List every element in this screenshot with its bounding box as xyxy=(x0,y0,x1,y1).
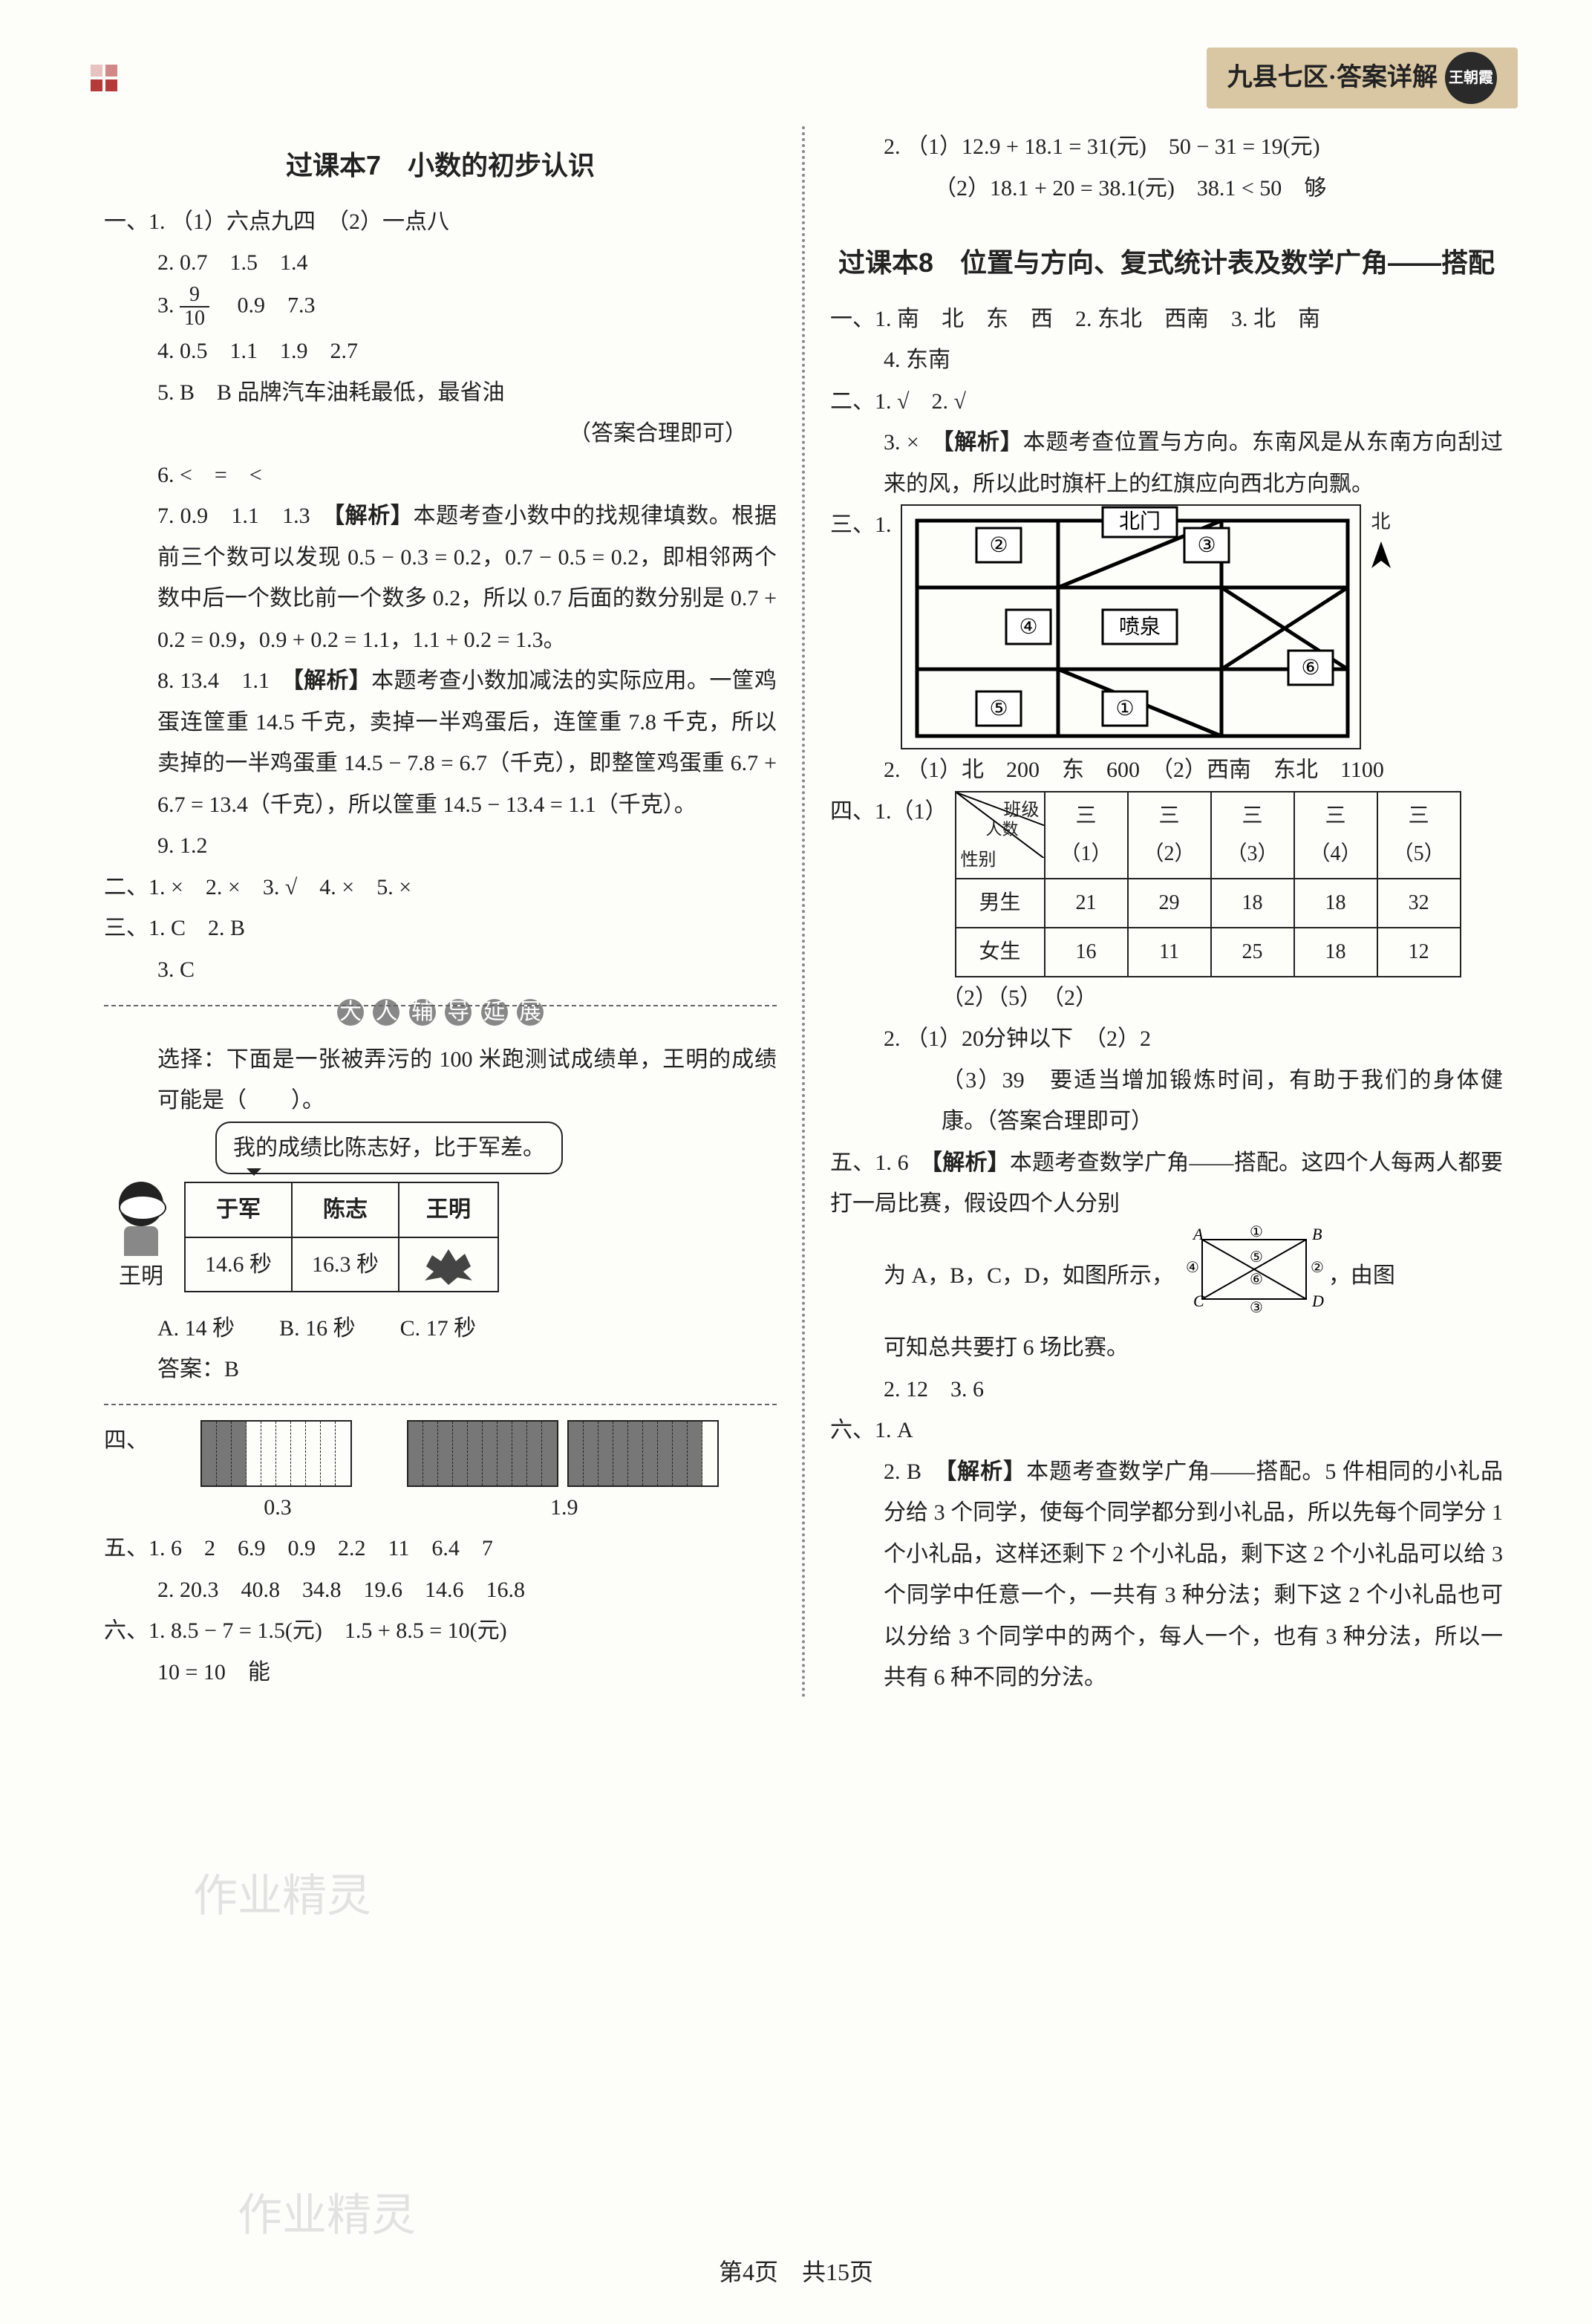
svg-text:②: ② xyxy=(989,534,1008,557)
answer-block: 五、1. 6 【解析】本题考查数学广角——搭配。这四个人每两人都要打一局比赛，假… xyxy=(830,1142,1503,1225)
svg-text:③: ③ xyxy=(1250,1300,1263,1314)
answer-note: （答案合理即可） xyxy=(104,413,777,455)
svg-text:③: ③ xyxy=(1197,534,1216,557)
watermark: 作业精灵 xyxy=(193,1855,371,1938)
svg-text:D: D xyxy=(1311,1292,1324,1310)
stats-table: 班级 人数 性别 三（1） 三（2） 三（3） 三（4） 三（5） 男生 212… xyxy=(955,791,1461,977)
svg-text:①: ① xyxy=(1250,1225,1263,1240)
answer-block: 8. 13.4 1.1 【解析】本题考查小数加减法的实际应用。一筐鸡蛋连筐重 1… xyxy=(104,660,777,825)
table-row: 四、1.（1） 班级 人数 性别 三（1） 三（2） 三（3） 三（4） xyxy=(830,791,1503,977)
answer-line: 六、1. A xyxy=(830,1410,1503,1451)
answer-line: （2）18.1 + 20 = 38.1(元) 38.1 < 50 够 xyxy=(830,168,1503,209)
tutor-answer: 答案：B xyxy=(104,1349,777,1390)
strip-row: 四、 0.3 xyxy=(104,1420,777,1529)
right-column: 2. （1）12.9 + 18.1 = 31(元) 50 − 31 = 19(元… xyxy=(815,126,1518,1699)
answer-line: 10 = 10 能 xyxy=(104,1652,777,1693)
strip-block xyxy=(200,1420,352,1487)
answer-line: 2. （1）20分钟以下 （2）2 xyxy=(830,1018,1503,1060)
strip-block xyxy=(567,1420,719,1487)
svg-text:①: ① xyxy=(1115,697,1134,720)
speech-bubble: 我的成绩比陈志好，比于军差。 xyxy=(215,1122,563,1175)
answer-block: 7. 0.9 1.1 1.3 【解析】本题考查小数中的找规律填数。根据前三个数可… xyxy=(104,495,777,660)
svg-text:④: ④ xyxy=(1186,1260,1199,1276)
answer-line: 4. 0.5 1.1 1.9 2.7 xyxy=(104,331,777,372)
svg-text:④: ④ xyxy=(1019,616,1037,639)
answer-line: 2. （1）12.9 + 18.1 = 31(元) 50 − 31 = 19(元… xyxy=(830,126,1503,168)
section-title: 过课本8 位置与方向、复式统计表及数学广角——搭配 xyxy=(830,238,1503,288)
svg-text:A: A xyxy=(1192,1225,1204,1243)
answer-line: 一、1. 南 北 东 西 2. 东北 西南 3. 北 南 xyxy=(830,299,1503,340)
score-table: 于军 陈志 王明 14.6 秒 16.3 秒 xyxy=(184,1182,499,1292)
answer-block: 2. B 【解析】本题考查数学广角——搭配。5 件相同的小礼品分给 3 个同学，… xyxy=(830,1451,1503,1699)
answer-line: 5. B B 品牌汽车油耗最低，最省油 xyxy=(104,372,777,414)
answer-line: （3）39 要适当增加锻炼时间，有助于我们的身体健康。（答案合理即可） xyxy=(830,1060,1503,1142)
svg-text:喷泉: 喷泉 xyxy=(1118,615,1160,639)
answer-line: 4. 东南 xyxy=(830,339,1503,381)
svg-text:北门: 北门 xyxy=(1118,510,1160,533)
answer-line: （2）（5） （2） xyxy=(830,977,1503,1019)
answer-line: 二、1. × 2. × 3. √ 4. × 5. × xyxy=(104,867,777,908)
answer-block: 3. × 【解析】本题考查位置与方向。东南风是从东南方向刮过来的风，所以此时旗杆… xyxy=(830,422,1503,504)
answer-line: 五、1. 6 2 6.9 0.9 2.2 11 6.4 7 xyxy=(104,1528,777,1569)
answer-line: 一、1. （1）六点九四 （2）一点八 xyxy=(104,201,777,243)
svg-text:⑤: ⑤ xyxy=(989,697,1008,720)
answer-line: 9. 1.2 xyxy=(104,825,777,867)
section-title: 过课本7 小数的初步认识 xyxy=(104,141,777,191)
answer-line: 六、1. 8.5 − 7 = 1.5(元) 1.5 + 8.5 = 10(元) xyxy=(104,1610,777,1652)
answer-line: 2. 12 3. 6 xyxy=(830,1369,1503,1410)
column-divider xyxy=(802,126,805,1699)
tutor-options: A. 14 秒 B. 16 秒 C. 17 秒 xyxy=(104,1308,777,1350)
left-column: 过课本7 小数的初步认识 一、1. （1）六点九四 （2）一点八 2. 0.7 … xyxy=(89,126,792,1699)
watermark: 作业精灵 xyxy=(238,2175,416,2257)
answer-line: 2. 20.3 40.8 34.8 19.6 14.6 16.8 xyxy=(104,1569,777,1611)
svg-text:②: ② xyxy=(1311,1260,1324,1276)
map-row: 三、1. xyxy=(830,504,1503,749)
page-header: 九县七区·答案详解 王朝霞 xyxy=(89,52,1518,104)
seal-icon: 王朝霞 xyxy=(1445,52,1497,104)
match-graph: A B C D ① ② ③ ④ ⑤ ⑥ xyxy=(1180,1225,1328,1314)
header-title: 九县七区·答案详解 王朝霞 xyxy=(1207,48,1518,108)
header-deco-icon xyxy=(89,63,119,93)
answer-line: 3. C xyxy=(104,949,777,991)
svg-text:⑤: ⑤ xyxy=(1250,1249,1263,1266)
smudge-icon xyxy=(419,1248,478,1285)
answer-line: 2. 0.7 1.5 1.4 xyxy=(104,242,777,284)
answer-line: 可知总共要打 6 场比赛。 xyxy=(830,1327,1503,1369)
svg-text:⑥: ⑥ xyxy=(1250,1272,1263,1288)
strip-block xyxy=(407,1420,558,1487)
tutor-box: 大 人 辅 导 延 展 选择：下面是一张被弄污的 100 米跑测试成绩单，王明的… xyxy=(104,1005,777,1405)
answer-line: 2. （1）北 200 东 600 （2）西南 东北 1100 xyxy=(830,749,1503,791)
answer-line: 6. < = < xyxy=(104,455,777,496)
north-arrow-icon xyxy=(1370,540,1392,570)
svg-text:⑥: ⑥ xyxy=(1301,657,1319,680)
map-diagram: ② ③ ④ 喷泉 ⑤ ① ⑥ 北门 xyxy=(901,504,1361,749)
answer-with-graph: 为 A，B，C，D，如图所示， AB CD ① xyxy=(830,1225,1503,1328)
svg-text:B: B xyxy=(1312,1225,1322,1243)
person-icon: 王明 xyxy=(104,1182,178,1298)
answer-line: 3. 910 0.9 7.3 xyxy=(104,284,777,331)
answer-line: 三、1. C 2. B xyxy=(104,908,777,949)
tutor-prompt: 选择：下面是一张被弄污的 100 米跑测试成绩单，王明的成绩可能是（ ）。 xyxy=(104,1039,777,1122)
answer-line: 二、1. √ 2. √ xyxy=(830,381,1503,423)
svg-text:C: C xyxy=(1193,1292,1204,1310)
page-footer: 第4页 共15页 xyxy=(0,2250,1592,2294)
